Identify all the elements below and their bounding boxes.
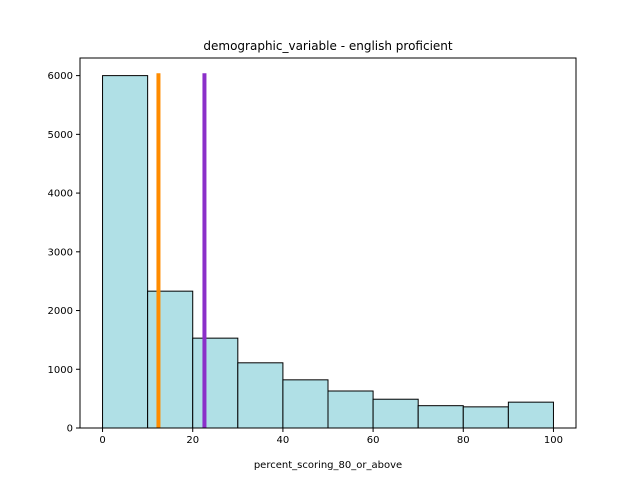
histogram-bar: [147, 290, 194, 429]
x-tick-label: 20: [186, 435, 199, 446]
chart-title: demographic_variable - english proficien…: [203, 39, 453, 53]
y-tick-label: 3000: [48, 247, 73, 258]
y-tick-label: 0: [67, 424, 73, 435]
x-tick-label: 60: [367, 435, 380, 446]
histogram-bar: [237, 362, 284, 429]
y-tick-label: 5000: [48, 130, 73, 141]
histogram-bar: [462, 406, 509, 429]
reference-lines-group: [156, 73, 207, 428]
y-tick-label: 6000: [48, 71, 73, 82]
y-axis-ticks: 0 1000 2000 3000 4000 5000 6000: [48, 71, 80, 435]
x-tick-label: 100: [544, 435, 563, 446]
histogram-bar: [192, 337, 239, 429]
histogram-bar: [417, 405, 464, 429]
x-tick-label: 0: [99, 435, 105, 446]
x-axis-ticks: 0 20 40 60 80 100: [99, 428, 563, 446]
histogram-bar: [372, 398, 419, 429]
x-tick-label: 80: [457, 435, 470, 446]
y-tick-label: 4000: [48, 189, 73, 200]
x-axis-label: percent_scoring_80_or_above: [254, 460, 402, 471]
bars-group: [102, 75, 554, 429]
histogram-bar: [327, 390, 374, 429]
y-tick-label: 2000: [48, 306, 73, 317]
plot-frame: [79, 57, 577, 429]
histogram-bar: [507, 401, 554, 429]
x-tick-label: 40: [277, 435, 290, 446]
histogram-bar: [282, 379, 329, 429]
y-tick-label: 1000: [48, 365, 73, 376]
histogram-bar: [102, 75, 149, 429]
